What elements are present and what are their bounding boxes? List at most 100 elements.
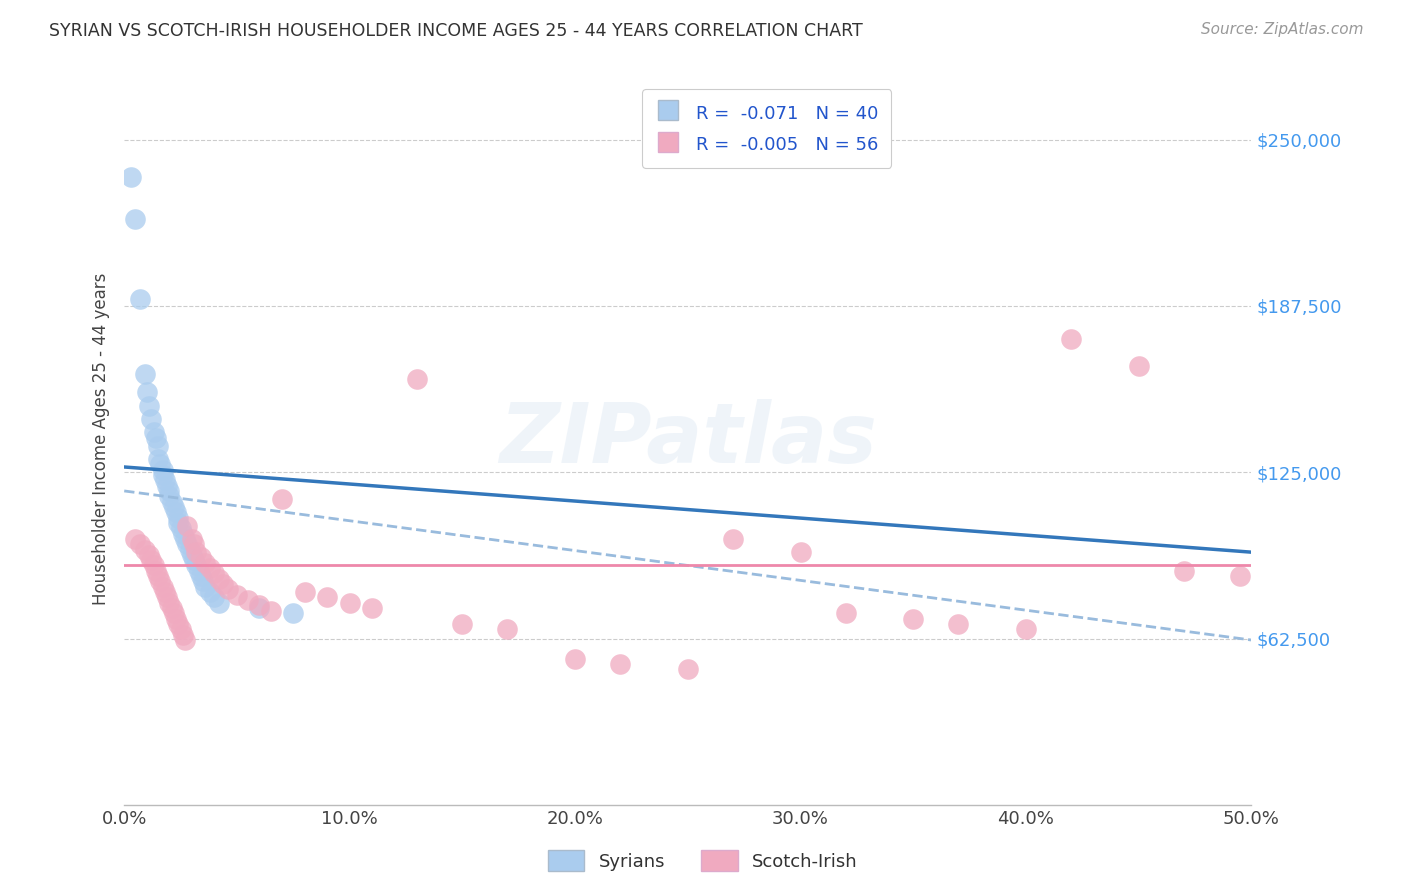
Point: [226, 588, 249, 602]
Point: [145, 431, 167, 445]
Point: [834, 607, 856, 621]
Point: [169, 623, 191, 637]
Point: [183, 537, 205, 551]
Point: [153, 585, 176, 599]
Point: [179, 542, 201, 557]
Point: [167, 617, 190, 632]
Point: [187, 564, 209, 578]
Point: [191, 574, 214, 589]
Point: [283, 607, 305, 621]
Point: [157, 596, 180, 610]
Point: [202, 566, 225, 581]
Point: [294, 585, 316, 599]
Point: [249, 599, 271, 613]
Point: [169, 521, 191, 535]
Point: [156, 478, 179, 492]
Point: [160, 494, 183, 508]
Point: [190, 550, 212, 565]
Point: [721, 532, 744, 546]
Point: [609, 657, 631, 671]
Point: [163, 500, 186, 514]
Point: [129, 537, 152, 551]
Legend: Syrians, Scotch-Irish: Syrians, Scotch-Irish: [541, 843, 865, 879]
Text: Source: ZipAtlas.com: Source: ZipAtlas.com: [1201, 22, 1364, 37]
Point: [167, 516, 190, 530]
Point: [142, 558, 165, 573]
Point: [176, 518, 198, 533]
Point: [174, 633, 197, 648]
Point: [149, 574, 172, 589]
Point: [238, 593, 260, 607]
Point: [271, 491, 294, 506]
Point: [176, 537, 198, 551]
Point: [157, 483, 180, 498]
Point: [676, 662, 699, 676]
Point: [146, 569, 169, 583]
Point: [496, 623, 519, 637]
Point: [1128, 359, 1150, 373]
Point: [149, 458, 172, 472]
Point: [1060, 332, 1083, 346]
Point: [138, 399, 160, 413]
Point: [129, 292, 152, 306]
Point: [183, 553, 205, 567]
Point: [190, 569, 212, 583]
Point: [361, 601, 384, 615]
Point: [160, 601, 183, 615]
Point: [138, 548, 160, 562]
Legend: R =  -0.071   N = 40, R =  -0.005   N = 56: R = -0.071 N = 40, R = -0.005 N = 56: [643, 89, 891, 168]
Point: [152, 467, 174, 482]
Point: [789, 545, 811, 559]
Point: [406, 372, 429, 386]
Point: [217, 582, 239, 597]
Point: [903, 612, 925, 626]
Point: [202, 591, 225, 605]
Point: [146, 439, 169, 453]
Point: [1015, 623, 1038, 637]
Point: [260, 604, 283, 618]
Point: [157, 489, 180, 503]
Point: [134, 367, 156, 381]
Point: [152, 463, 174, 477]
Point: [194, 556, 217, 570]
Point: [120, 169, 142, 184]
Point: [146, 452, 169, 467]
Point: [145, 564, 167, 578]
Point: [142, 425, 165, 440]
Point: [172, 526, 194, 541]
Point: [186, 558, 208, 573]
Point: [1173, 564, 1195, 578]
Point: [134, 542, 156, 557]
Point: [174, 532, 197, 546]
Point: [564, 651, 586, 665]
Point: [152, 580, 174, 594]
Text: ZIPatlas: ZIPatlas: [499, 399, 877, 480]
Point: [249, 601, 271, 615]
Point: [153, 473, 176, 487]
Point: [198, 585, 221, 599]
Point: [167, 510, 190, 524]
Y-axis label: Householder Income Ages 25 - 44 years: Householder Income Ages 25 - 44 years: [93, 273, 110, 605]
Point: [339, 596, 361, 610]
Point: [180, 548, 202, 562]
Point: [141, 553, 163, 567]
Point: [156, 591, 179, 605]
Point: [135, 385, 157, 400]
Point: [212, 577, 235, 591]
Point: [165, 612, 187, 626]
Point: [186, 545, 208, 559]
Point: [165, 505, 187, 519]
Point: [141, 412, 163, 426]
Point: [316, 591, 339, 605]
Point: [198, 561, 221, 575]
Point: [163, 607, 186, 621]
Point: [451, 617, 474, 632]
Text: SYRIAN VS SCOTCH-IRISH HOUSEHOLDER INCOME AGES 25 - 44 YEARS CORRELATION CHART: SYRIAN VS SCOTCH-IRISH HOUSEHOLDER INCOM…: [49, 22, 863, 40]
Point: [172, 628, 194, 642]
Point: [1229, 569, 1251, 583]
Point: [208, 572, 231, 586]
Point: [948, 617, 970, 632]
Point: [194, 580, 217, 594]
Point: [208, 596, 231, 610]
Point: [124, 532, 146, 546]
